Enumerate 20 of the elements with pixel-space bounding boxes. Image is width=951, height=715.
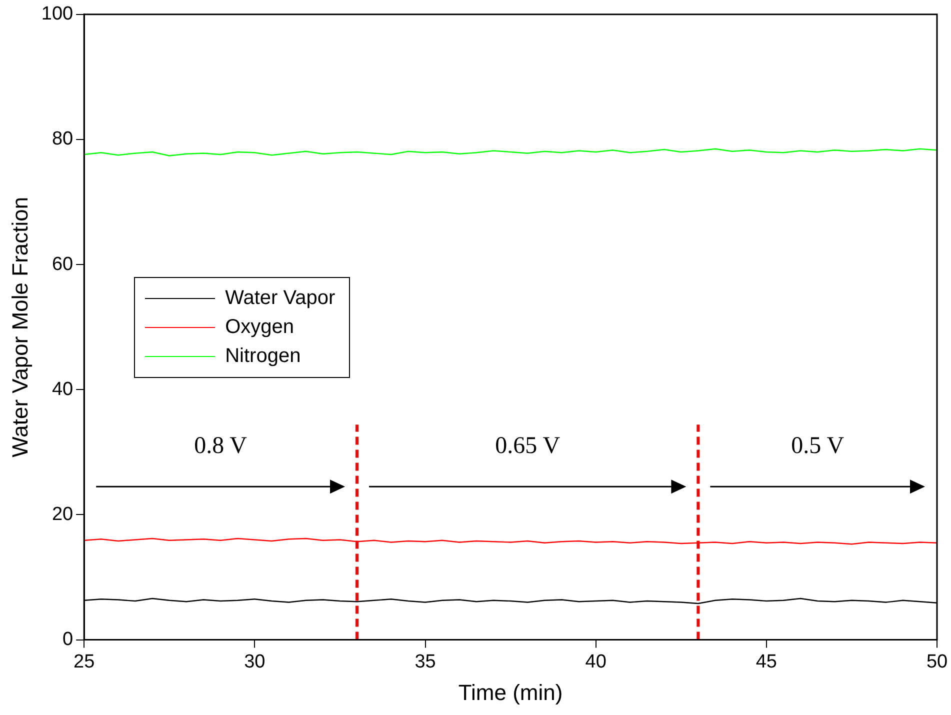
y-tick-label: 20	[52, 504, 74, 525]
x-tick-label: 50	[926, 651, 948, 672]
x-tick-label: 35	[414, 651, 436, 672]
legend-label: Water Vapor	[225, 286, 336, 311]
y-tick-label: 60	[52, 254, 74, 275]
annotation: 0.65 V	[495, 432, 561, 459]
legend-label: Nitrogen	[225, 344, 301, 369]
x-tick-label: 40	[585, 651, 606, 672]
annotation: 0.5 V	[791, 432, 845, 459]
y-tick-label: 0	[62, 629, 74, 650]
x-axis-title: Time (min)	[458, 680, 563, 705]
x-tick-label: 30	[244, 651, 266, 672]
x-tick-label: 25	[74, 651, 95, 672]
y-tick-label: 80	[52, 128, 74, 150]
x-tick-label: 45	[756, 651, 777, 672]
y-axis-title: Water Vapor Mole Fraction	[7, 196, 32, 458]
annotation: 0.8 V	[194, 432, 248, 459]
legend-label: Oxygen	[225, 314, 294, 340]
y-tick-label: 40	[52, 378, 74, 400]
y-tick-label: 100	[41, 4, 74, 25]
